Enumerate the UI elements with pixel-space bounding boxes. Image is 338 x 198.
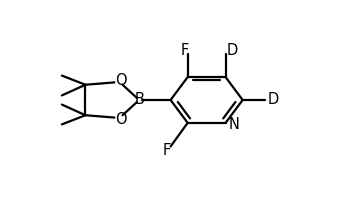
Text: D: D (267, 92, 279, 108)
Text: F: F (163, 143, 171, 158)
Text: B: B (134, 92, 144, 108)
Text: F: F (181, 43, 189, 58)
Text: N: N (229, 117, 240, 132)
Text: O: O (115, 112, 127, 127)
Text: D: D (226, 43, 238, 58)
Text: O: O (115, 73, 127, 88)
